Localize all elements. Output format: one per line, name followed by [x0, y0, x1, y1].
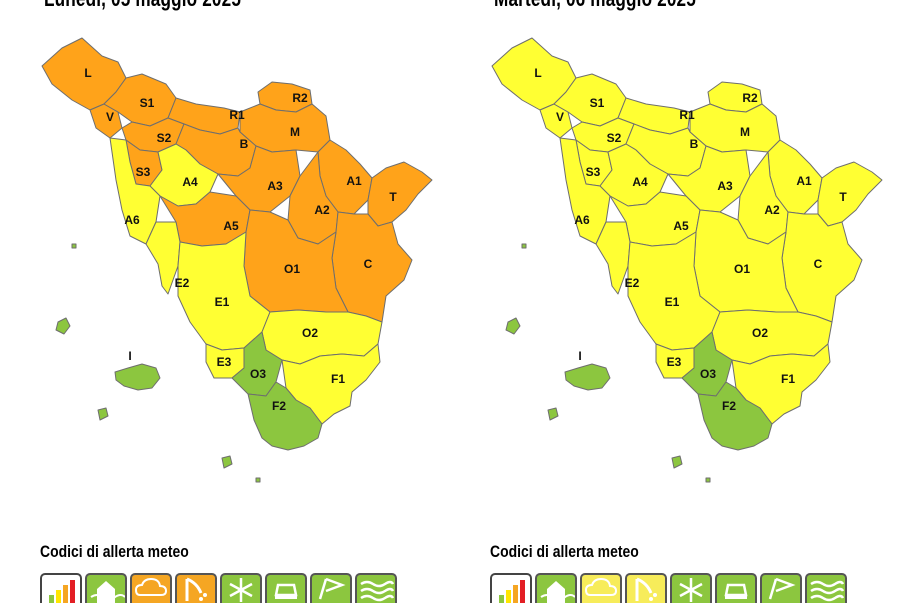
minor-island: [221, 455, 233, 469]
level-bars-icon[interactable]: [490, 573, 532, 603]
minor-island: [97, 407, 109, 421]
storm-icon[interactable]: [625, 573, 667, 603]
zone-label-a4: A4: [632, 175, 648, 189]
zone-label-o3: O3: [700, 367, 716, 381]
zone-a6[interactable]: [109, 137, 161, 245]
zone-label-o1: O1: [734, 262, 750, 276]
zone-label-o1: O1: [284, 262, 300, 276]
zone-f2[interactable]: [697, 381, 773, 451]
sea-waves-icon[interactable]: [805, 573, 847, 603]
zone-label-e2: E2: [625, 276, 640, 290]
zone-label-o2: O2: [752, 326, 768, 340]
zone-label-a1: A1: [346, 174, 362, 188]
zone-label-b: B: [240, 137, 249, 151]
zone-label-r2: R2: [292, 91, 308, 105]
ice-car-icon[interactable]: [715, 573, 757, 603]
zone-label-a6: A6: [574, 213, 590, 227]
snowflake-icon[interactable]: [220, 573, 262, 603]
zone-label-a2: A2: [314, 203, 330, 217]
zone-label-r2: R2: [742, 91, 758, 105]
zone-label-i: I: [578, 349, 581, 363]
legend-title: Codici di allerta meteo: [40, 542, 189, 561]
level-bars-icon[interactable]: [40, 573, 82, 603]
zone-label-i: I: [128, 349, 131, 363]
zone-a6[interactable]: [559, 137, 611, 245]
minor-island: [671, 455, 683, 469]
map-panel-left: Lunedì, 05 maggio 2025 L V S1 R1 R2 M S2 B S3 A4 A…: [0, 0, 450, 603]
zone-label-a3: A3: [267, 179, 283, 193]
zone-label-f1: F1: [781, 372, 795, 386]
zone-label-a6: A6: [124, 213, 140, 227]
wind-icon[interactable]: [760, 573, 802, 603]
zone-label-t: T: [839, 190, 847, 204]
zone-label-r1: R1: [229, 108, 245, 122]
zone-label-s2: S2: [157, 131, 172, 145]
zone-label-b: B: [690, 137, 699, 151]
zone-label-s1: S1: [140, 96, 155, 110]
zone-label-s1: S1: [590, 96, 605, 110]
zone-label-v: V: [556, 110, 564, 124]
map-date-title: Lunedì, 05 maggio 2025: [44, 0, 241, 12]
storm-icon[interactable]: [175, 573, 217, 603]
map-date-title: Martedì, 06 maggio 2025: [494, 0, 696, 12]
minor-island: [505, 317, 521, 335]
zone-label-c: C: [364, 257, 373, 271]
zone-t[interactable]: [817, 161, 883, 227]
minor-island: [521, 243, 527, 249]
legend-title: Codici di allerta meteo: [490, 542, 639, 561]
zone-label-e1: E1: [665, 295, 680, 309]
zone-label-e2: E2: [175, 276, 190, 290]
tuscany-alert-map: L V S1 R1 R2 M S2 B S3 A4 A1 T A3 A2 A6 A5 C O1 E2 E1 O2 E3 O3…: [491, 37, 883, 483]
zone-label-a5: A5: [223, 219, 239, 233]
hydro-house-icon[interactable]: [85, 573, 127, 603]
zone-t[interactable]: [367, 161, 433, 227]
zone-label-t: T: [389, 190, 397, 204]
zone-label-f2: F2: [722, 399, 736, 413]
zone-i[interactable]: [564, 363, 611, 391]
map-panel-right: Martedì, 06 maggio 2025 L V S1 R1 R2 M S2 B S3 A4…: [450, 0, 900, 603]
minor-island: [547, 407, 559, 421]
zone-label-v: V: [106, 110, 114, 124]
zone-label-f1: F1: [331, 372, 345, 386]
ice-car-icon[interactable]: [265, 573, 307, 603]
zone-label-c: C: [814, 257, 823, 271]
snowflake-icon[interactable]: [670, 573, 712, 603]
zone-label-l: L: [84, 66, 91, 80]
zone-label-f2: F2: [272, 399, 286, 413]
zone-label-l: L: [534, 66, 541, 80]
zone-label-m: M: [740, 125, 750, 139]
zone-label-s2: S2: [607, 131, 622, 145]
zone-label-s3: S3: [586, 165, 601, 179]
tuscany-alert-map: L V S1 R1 R2 M S2 B S3 A4 A1 T A3 A2 A6 A5 C O1 E2 E1 O2 E3 O3…: [41, 37, 433, 483]
zone-label-a1: A1: [796, 174, 812, 188]
zone-label-e1: E1: [215, 295, 230, 309]
zone-label-a4: A4: [182, 175, 198, 189]
rain-cloud-icon[interactable]: [130, 573, 172, 603]
minor-island: [255, 477, 261, 483]
zone-label-m: M: [290, 125, 300, 139]
zone-label-a5: A5: [673, 219, 689, 233]
zone-label-a2: A2: [764, 203, 780, 217]
rain-cloud-icon[interactable]: [580, 573, 622, 603]
sea-waves-icon[interactable]: [355, 573, 397, 603]
minor-island: [71, 243, 77, 249]
hydro-house-icon[interactable]: [535, 573, 577, 603]
zone-label-a3: A3: [717, 179, 733, 193]
wind-icon[interactable]: [310, 573, 352, 603]
minor-island: [705, 477, 711, 483]
zone-label-s3: S3: [136, 165, 151, 179]
zone-label-r1: R1: [679, 108, 695, 122]
zone-label-e3: E3: [217, 355, 232, 369]
minor-island: [55, 317, 71, 335]
zone-label-o3: O3: [250, 367, 266, 381]
zone-label-e3: E3: [667, 355, 682, 369]
zone-label-o2: O2: [302, 326, 318, 340]
zone-f2[interactable]: [247, 381, 323, 451]
zone-i[interactable]: [114, 363, 161, 391]
